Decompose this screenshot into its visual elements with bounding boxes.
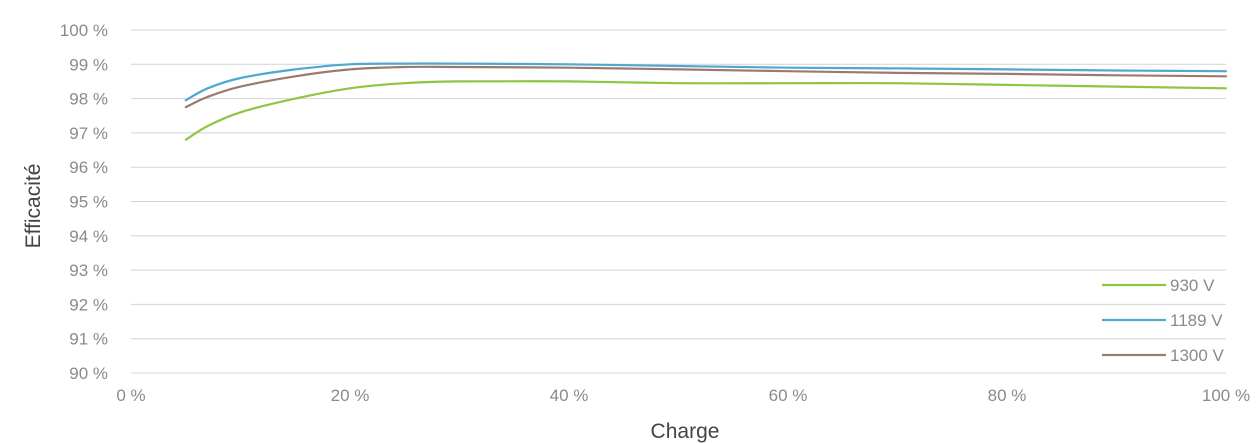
y-tick-label: 99 % bbox=[69, 55, 108, 74]
y-tick-label: 91 % bbox=[69, 330, 108, 349]
x-tick-label: 40 % bbox=[550, 386, 589, 405]
y-tick-label: 94 % bbox=[69, 227, 108, 246]
y-tick-label: 97 % bbox=[69, 124, 108, 143]
y-tick-label: 100 % bbox=[60, 21, 108, 40]
grid-lines bbox=[131, 29, 1226, 374]
legend-label: 1189 V bbox=[1170, 311, 1223, 330]
y-tick-label: 98 % bbox=[69, 90, 108, 109]
x-axis-ticks: 0 % 20 % 40 % 60 % 80 % 100 % bbox=[116, 386, 1250, 405]
x-tick-label: 20 % bbox=[331, 386, 370, 405]
series-line-1 bbox=[184, 62, 1228, 102]
legend-label: 930 V bbox=[1170, 276, 1215, 295]
y-tick-label: 96 % bbox=[69, 158, 108, 177]
y-axis-ticks: 90 % 91 % 92 % 93 % 94 % 95 % 96 % 97 % 98 % 99 %… bbox=[60, 21, 108, 383]
series-line-0 bbox=[184, 80, 1228, 141]
y-tick-label: 90 % bbox=[69, 364, 108, 383]
x-tick-label: 100 % bbox=[1202, 386, 1250, 405]
x-axis-title: Charge bbox=[651, 420, 720, 443]
x-tick-label: 0 % bbox=[116, 386, 145, 405]
y-tick-label: 95 % bbox=[69, 193, 108, 212]
legend-label: 1300 V bbox=[1170, 346, 1225, 365]
x-tick-label: 80 % bbox=[988, 386, 1027, 405]
y-axis-title: Efficacité bbox=[22, 164, 45, 249]
series-lines bbox=[184, 62, 1228, 141]
y-tick-label: 93 % bbox=[69, 261, 108, 280]
x-tick-label: 60 % bbox=[769, 386, 808, 405]
legend: 930 V 1189 V 1300 V bbox=[1102, 276, 1225, 365]
series-line-2 bbox=[184, 65, 1228, 109]
y-tick-label: 92 % bbox=[69, 295, 108, 314]
